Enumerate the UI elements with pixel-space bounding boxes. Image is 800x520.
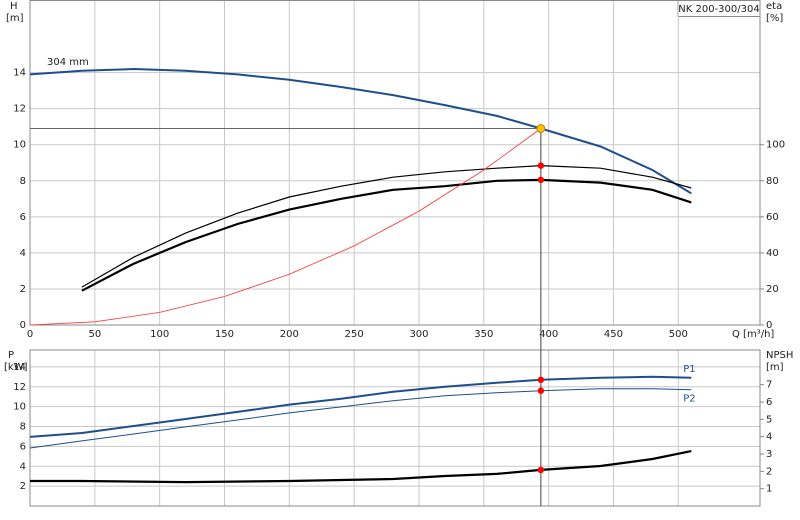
y2-unit: [m] [766,362,784,373]
operating-marker [537,466,545,474]
y2-unit: [%] [766,13,783,24]
x-tick-label: 150 [215,329,234,340]
y-label: H [10,1,18,12]
y-tick-label: 6 [20,212,26,223]
legend-label: P2 [683,394,695,405]
y-unit: [m] [6,13,24,24]
y2-tick-label: 80 [766,176,779,187]
y2-tick-label: 7 [766,380,772,391]
x-tick-label: 100 [150,329,169,340]
y2-tick-label: 4 [766,432,772,443]
x-tick-label: 350 [474,329,493,340]
y2-tick-label: 1 [766,484,772,495]
y2-tick-label: 6 [766,397,772,408]
chart-title: NK 200-300/304 [678,4,759,15]
y-tick-label: 10 [13,140,26,151]
y2-tick-label: 2 [766,466,772,477]
y-tick-label: 8 [20,176,26,187]
x-tick-label: 200 [280,329,299,340]
operating-marker [537,162,545,169]
duty-point [536,123,546,133]
x-tick-label: 300 [409,329,428,340]
x-tick-label: 400 [539,329,558,340]
y-tick-label: 14 [13,68,26,79]
y-tick-label: 14 [13,362,26,373]
plot-frame [29,0,761,326]
x-tick-label: 500 [669,329,688,340]
y-tick-label: 2 [20,481,26,492]
y2-tick-label: 5 [766,414,772,425]
y-tick-label: 12 [13,382,26,393]
y2-tick-label: 60 [766,212,779,223]
y2-label: eta [766,1,782,12]
y-unit: [kW] [4,362,28,373]
y-tick-label: 10 [13,402,26,413]
x-tick-label: 250 [345,329,364,340]
y2-tick-label: 40 [766,248,779,259]
curve [30,450,692,484]
y-tick-label: 8 [20,422,26,433]
curve [29,128,542,326]
operating-marker [537,376,545,384]
y-tick-label: 0 [20,320,26,331]
curve [29,67,692,195]
y-tick-label: 4 [20,461,26,472]
y2-tick-label: 0 [766,320,772,331]
x-tick-label: 0 [27,329,33,340]
curve [81,164,692,288]
impeller-annotation: 304 mm [47,57,89,68]
y-tick-label: 2 [20,284,26,295]
operating-marker [537,176,545,184]
y2-tick-label: 20 [766,284,779,295]
x-tick-label: 450 [604,329,623,340]
y-tick-label: 12 [13,104,26,115]
curve [29,388,692,449]
operating-marker [537,387,545,394]
x-tick-label: 50 [88,329,101,340]
y2-tick-label: 3 [766,449,772,460]
y-tick-label: 6 [20,441,26,452]
plot-frame [29,349,761,507]
x-label: Q [m³/h] [732,329,774,340]
y2-tick-label: 100 [766,140,785,151]
y-tick-label: 4 [20,248,26,259]
legend-label: P1 [683,364,695,375]
curve [29,375,692,438]
curve [81,178,692,292]
y2-label: NPSH [766,350,793,361]
y-label: P [8,350,14,361]
